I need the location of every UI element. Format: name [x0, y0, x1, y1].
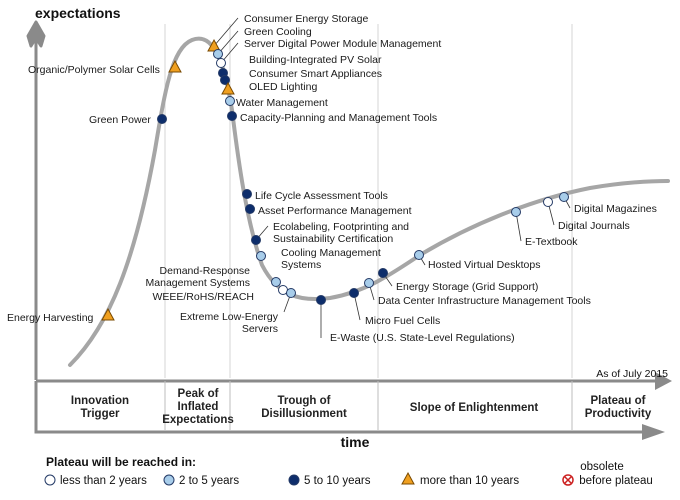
as-of-date: As of July 2015: [596, 368, 668, 380]
legend-title: Plateau will be reached in:: [46, 455, 196, 469]
marker-triangle: [168, 59, 182, 73]
marker-circle: [225, 96, 235, 106]
tech-label: Building-Integrated PV Solar: [249, 54, 382, 66]
legend-label-5to10: 5 to 10 years: [304, 475, 371, 487]
y-axis-label: expectations: [35, 5, 121, 21]
tech-label: Consumer Smart Appliances: [249, 68, 382, 80]
tech-label: Cooling Management: [281, 247, 381, 259]
phase-label-5: Productivity: [585, 408, 652, 420]
tech-label: OLED Lighting: [249, 81, 317, 93]
x-axis-arrow: [655, 372, 672, 390]
phase-label-4: Slope of Enlightenment: [410, 402, 539, 414]
legend-label-obsolete-1: obsolete: [580, 461, 623, 473]
legend-marker-2to5: [163, 474, 175, 486]
phase-label-3: Trough of: [277, 395, 330, 407]
tech-label: Energy Harvesting: [7, 312, 94, 324]
tech-label: Digital Magazines: [574, 203, 657, 215]
tech-label: Data Center Infrastructure Management To…: [378, 295, 591, 307]
tech-label: Life Cycle Assessment Tools: [255, 190, 388, 202]
phase-label-2: Inflated: [178, 401, 219, 413]
legend-marker-5to10: [288, 474, 300, 486]
tech-label: Green Power: [89, 114, 151, 126]
legend-marker-obsolete-x2: [564, 476, 572, 484]
phase-label-2: Expectations: [162, 414, 234, 426]
tech-label: Digital Journals: [558, 220, 630, 232]
hype-curve: [68, 36, 670, 367]
phase-label-1: Innovation: [71, 395, 129, 407]
tech-label: Demand-Response: [160, 265, 251, 277]
tech-label: Server Digital Power Module Management: [244, 38, 441, 50]
marker-circle: [242, 189, 252, 199]
tech-label: Consumer Energy Storage: [244, 13, 368, 25]
tech-label: Micro Fuel Cells: [365, 315, 440, 327]
phase-label-5: Plateau of: [591, 395, 646, 407]
legend-label-obsolete-2: before plateau: [579, 475, 653, 487]
marker-circle: [349, 288, 359, 298]
tech-label: Energy Storage (Grid Support): [396, 281, 538, 293]
tech-label: Organic/Polymer Solar Cells: [28, 64, 160, 76]
marker-circle: [378, 268, 388, 278]
tech-label: Extreme Low-Energy: [180, 311, 279, 323]
marker-circle: [220, 75, 230, 85]
marker-circle: [157, 114, 167, 124]
marker-circle: [256, 251, 266, 261]
marker-circle: [559, 192, 569, 202]
phase-label-2: Peak of: [178, 388, 219, 400]
phase-band-border: [34, 381, 650, 434]
tech-label: Capacity-Planning and Management Tools: [240, 112, 437, 124]
time-arrow: [642, 424, 665, 440]
tech-label: Hosted Virtual Desktops: [428, 259, 540, 271]
legend-label-lt2: less than 2 years: [60, 475, 147, 487]
tech-label: Ecolabeling, Footprinting and: [273, 221, 409, 233]
legend-marker-gt10: [401, 471, 415, 485]
marker-circle: [316, 295, 326, 305]
marker-circle: [245, 204, 255, 214]
marker-circle: [511, 207, 521, 217]
marker-circle: [251, 235, 261, 245]
leader-line: [217, 30, 239, 55]
tech-label: Water Management: [236, 97, 328, 109]
marker-circle: [414, 250, 424, 260]
phase-label-1: Trigger: [81, 408, 121, 420]
tech-label: Systems: [281, 259, 321, 271]
marker-circle: [364, 278, 374, 288]
marker-circle: [216, 58, 226, 68]
marker-circle: [227, 111, 237, 121]
legend-label-2to5: 2 to 5 years: [179, 475, 239, 487]
marker-triangle: [221, 81, 235, 95]
tech-label: WEEE/RoHS/REACH: [152, 291, 254, 303]
legend-marker-lt2: [44, 474, 56, 486]
tech-label: Servers: [242, 323, 278, 335]
tech-label: Asset Performance Management: [258, 205, 412, 217]
x-axis-label: time: [341, 434, 370, 450]
tech-label: E-Waste (U.S. State-Level Regulations): [330, 332, 515, 344]
leader-line: [213, 17, 239, 47]
legend-label-gt10: more than 10 years: [420, 475, 519, 487]
tech-label: E-Textbook: [525, 236, 578, 248]
tech-label: Sustainability Certification: [273, 233, 393, 245]
tech-label: Management Systems: [146, 277, 250, 289]
marker-circle: [286, 288, 296, 298]
marker-circle: [271, 277, 281, 287]
tech-label: Green Cooling: [244, 26, 312, 38]
marker-triangle: [101, 307, 115, 321]
marker-circle: [543, 197, 553, 207]
marker-circle: [213, 49, 223, 59]
phase-label-3: Disillusionment: [261, 408, 347, 420]
